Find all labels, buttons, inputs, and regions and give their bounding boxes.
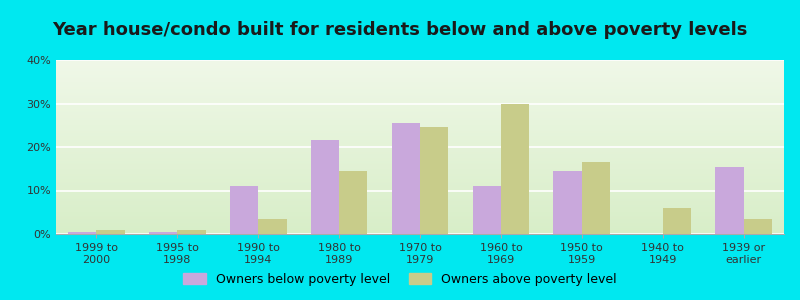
Bar [230,186,258,234]
Bar [178,230,206,234]
Bar [662,208,691,234]
Bar [582,162,610,234]
Bar [743,219,772,234]
Bar [97,230,125,234]
Bar [554,171,582,234]
Bar [420,128,448,234]
Legend: Owners below poverty level, Owners above poverty level: Owners below poverty level, Owners above… [178,268,622,291]
Bar [501,103,530,234]
Bar [473,186,501,234]
Bar [149,232,178,234]
Bar [311,140,339,234]
Bar [258,219,286,234]
Bar [715,167,743,234]
Bar [68,232,97,234]
Bar [392,123,420,234]
Bar [339,171,367,234]
Text: Year house/condo built for residents below and above poverty levels: Year house/condo built for residents bel… [52,21,748,39]
